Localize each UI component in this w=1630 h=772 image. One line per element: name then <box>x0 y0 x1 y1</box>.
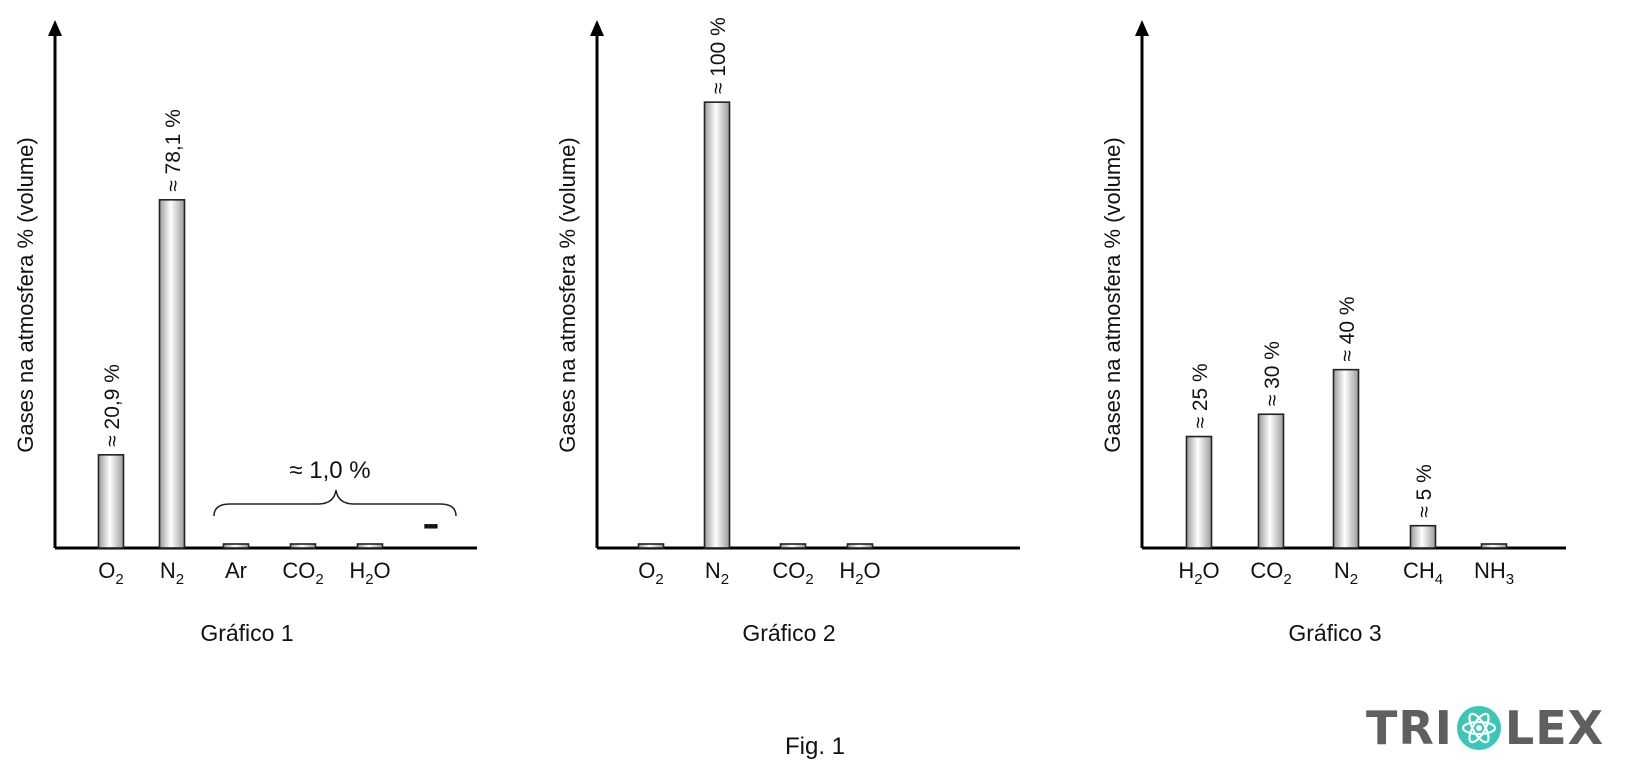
x-tick-label: Ar <box>225 558 247 583</box>
triolex-logo: TRI LEX <box>1366 701 1605 755</box>
bar <box>289 543 317 549</box>
chart-title: Gráfico 3 <box>1288 620 1381 646</box>
continuation-marker: ▪▪▪ <box>423 516 438 536</box>
x-tick-label: H2O <box>349 558 390 588</box>
bar <box>1257 413 1285 549</box>
bar <box>1480 543 1508 549</box>
bar <box>1185 435 1213 549</box>
bar <box>97 454 125 549</box>
y-axis-label: Gases na atmosfera % (volume) <box>1100 137 1125 452</box>
group-brace <box>213 489 457 517</box>
y-axis-arrow <box>590 20 604 36</box>
y-axis-arrow <box>48 20 62 36</box>
chart-title: Gráfico 2 <box>742 620 835 646</box>
x-tick-label: CO2 <box>282 558 323 588</box>
x-tick-label: H2O <box>1178 558 1219 588</box>
x-tick-label: NH3 <box>1474 558 1514 588</box>
bar <box>846 543 874 549</box>
x-tick-label: CH4 <box>1403 558 1443 588</box>
y-axis-label: Gases na atmosfera % (volume) <box>555 137 580 452</box>
atom-icon <box>1455 704 1503 752</box>
x-tick-label: CO2 <box>772 558 813 588</box>
bar <box>703 101 731 549</box>
chart-title: Gráfico 1 <box>200 620 293 646</box>
x-tick-label: N2 <box>160 558 184 588</box>
x-tick-label: O2 <box>638 558 663 588</box>
x-tick-label: H2O <box>839 558 880 588</box>
chart-3: Gases na atmosfera % (volume) H2O ≈ 25 % CO… <box>1100 20 1566 646</box>
y-axis-label: Gases na atmosfera % (volume) <box>13 137 38 452</box>
data-label: ≈ 100 % <box>707 17 730 94</box>
group-annotation: ≈ 1,0 % <box>289 457 370 484</box>
data-label: ≈ 40 % <box>1336 296 1359 361</box>
chart-1: Gases na atmosfera % (volume) O2 ≈ 20,9 % N… <box>13 20 477 646</box>
bar <box>222 543 250 549</box>
data-label: ≈ 5 % <box>1413 464 1436 518</box>
x-tick-label: N2 <box>1334 558 1358 588</box>
x-tick-label: CO2 <box>1250 558 1291 588</box>
data-label: ≈ 25 % <box>1189 363 1212 428</box>
charts-svg: Gases na atmosfera % (volume) O2 ≈ 20,9 % N… <box>13 17 1566 646</box>
bar <box>158 199 186 549</box>
data-label: ≈ 78,1 % <box>162 109 185 192</box>
data-label: ≈ 20,9 % <box>101 364 124 447</box>
bar <box>1409 524 1437 549</box>
y-axis-arrow <box>1135 20 1149 36</box>
chart-2: Gases na atmosfera % (volume) O2 N2 ≈ 100 %… <box>555 17 1020 646</box>
bar <box>779 543 807 549</box>
bar <box>637 543 665 549</box>
x-tick-label: O2 <box>98 558 123 588</box>
bar <box>356 543 384 549</box>
bar <box>1332 368 1360 549</box>
figure-caption: Fig. 1 <box>784 733 846 760</box>
x-tick-label: N2 <box>705 558 729 588</box>
data-label: ≈ 30 % <box>1261 341 1284 406</box>
